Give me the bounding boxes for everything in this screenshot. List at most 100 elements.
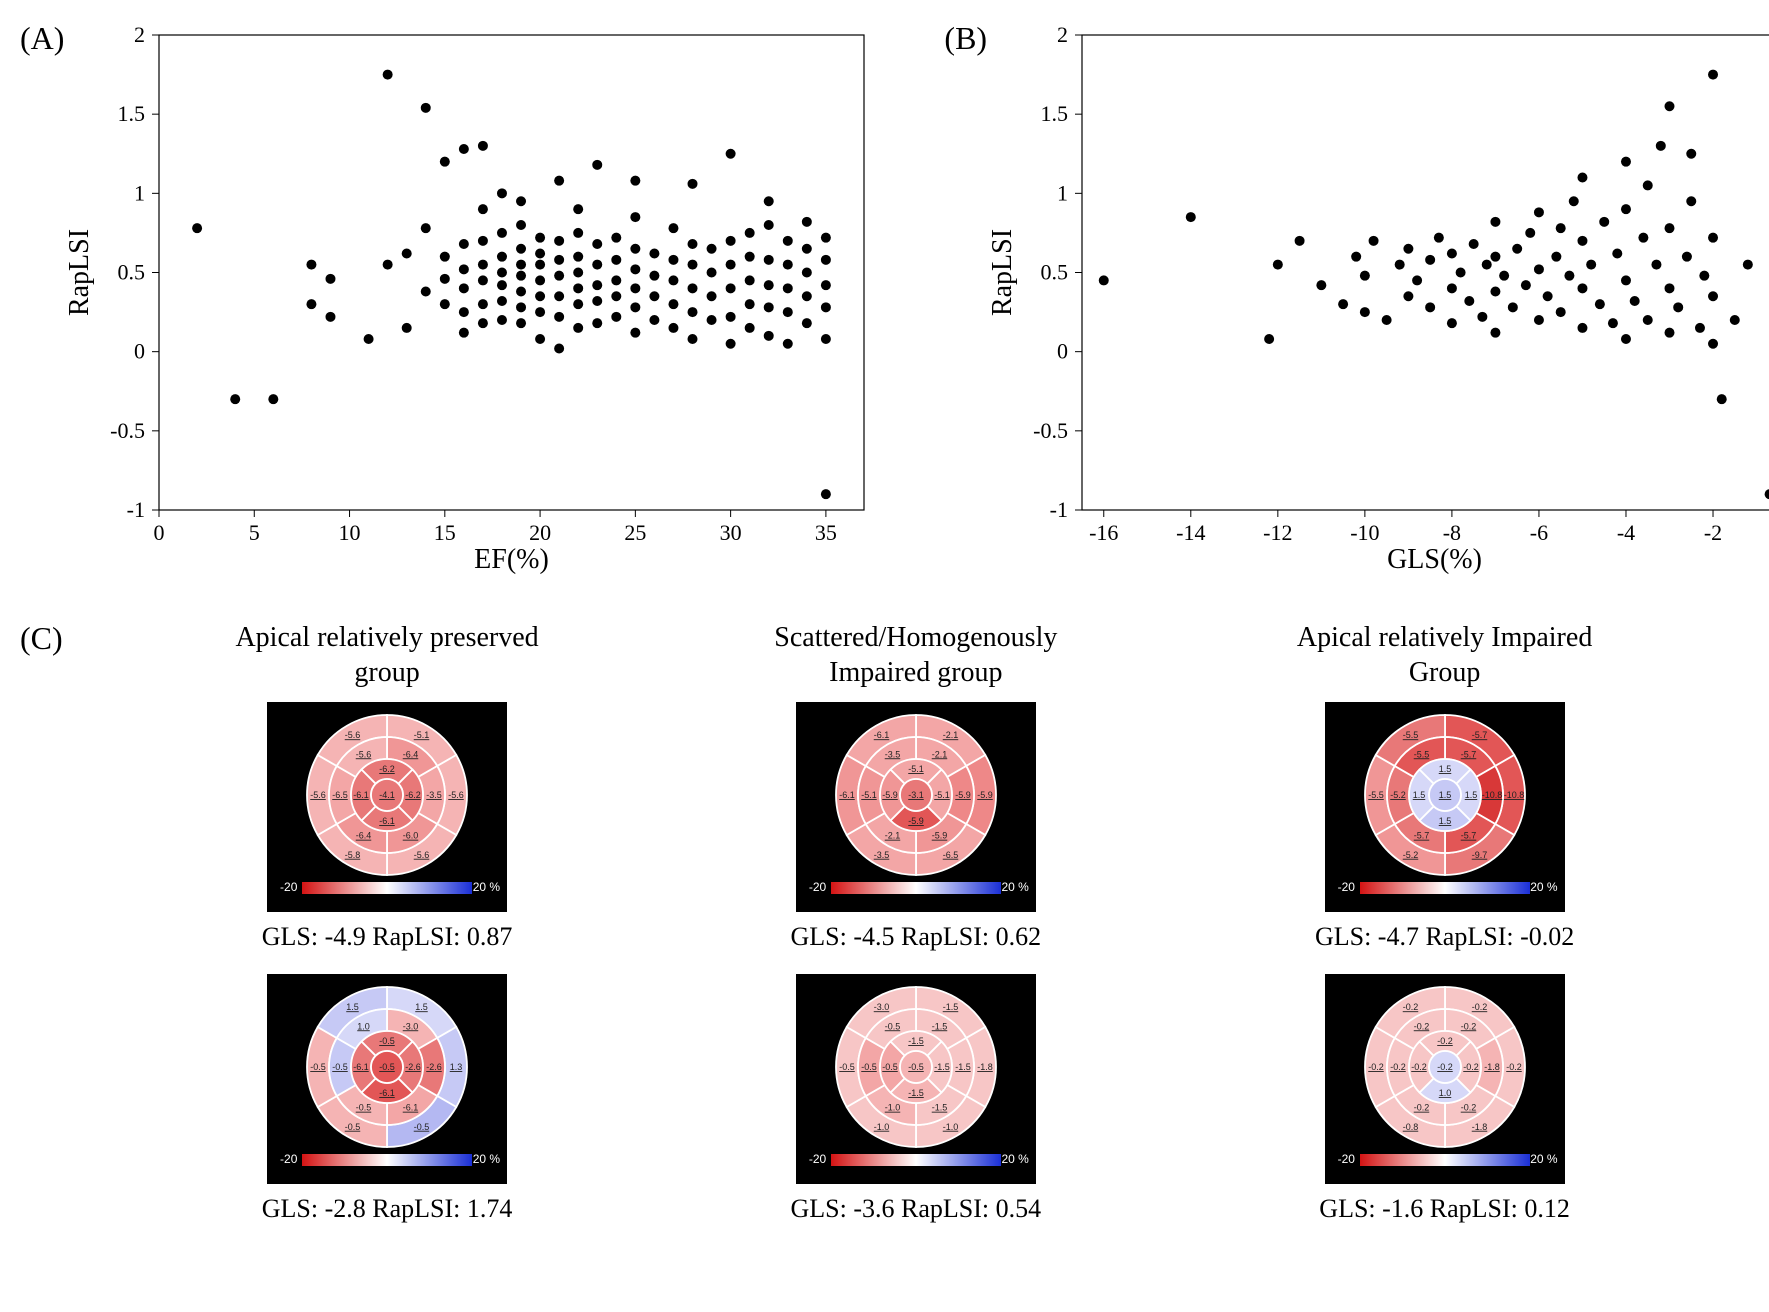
colorbar: -2020 % <box>831 1154 1001 1166</box>
svg-text:-1.5: -1.5 <box>932 1021 948 1031</box>
svg-text:35: 35 <box>815 520 837 545</box>
svg-text:0: 0 <box>1057 339 1068 364</box>
svg-text:-5.9: -5.9 <box>955 790 971 800</box>
svg-text:20: 20 <box>530 520 552 545</box>
group-column-0: Apical relatively preservedgroup-5.1-5.6… <box>182 620 592 1246</box>
svg-text:-0.5: -0.5 <box>379 1036 395 1046</box>
svg-text:-5.6: -5.6 <box>345 730 361 740</box>
svg-text:-5.6: -5.6 <box>414 850 430 860</box>
svg-text:-6.2: -6.2 <box>405 790 421 800</box>
svg-text:1: 1 <box>1057 180 1068 205</box>
bullseye-caption: GLS: -3.6 RapLSI: 0.54 <box>791 1194 1042 1224</box>
svg-text:1.3: 1.3 <box>450 1062 463 1072</box>
svg-text:-3.5: -3.5 <box>426 790 442 800</box>
bullseye-plot: -1.5-1.8-1.0-1.0-0.5-3.0-1.5-1.5-1.5-1.0… <box>796 974 1036 1184</box>
svg-text:0.5: 0.5 <box>1041 260 1069 285</box>
svg-text:-0.5: -0.5 <box>332 1062 348 1072</box>
svg-text:-3.0: -3.0 <box>874 1002 890 1012</box>
svg-text:-1.5: -1.5 <box>943 1002 959 1012</box>
svg-text:-5.6: -5.6 <box>356 749 372 759</box>
svg-text:-6.1: -6.1 <box>839 790 855 800</box>
colorbar: -2020 % <box>302 882 472 894</box>
svg-text:25: 25 <box>625 520 647 545</box>
svg-text:-1.5: -1.5 <box>908 1036 924 1046</box>
svg-text:1.5: 1.5 <box>1041 101 1069 126</box>
svg-text:10: 10 <box>339 520 361 545</box>
group-title: Apical relatively preservedgroup <box>235 620 538 690</box>
svg-text:-0.2: -0.2 <box>1413 1021 1429 1031</box>
bullseye-plot: -2.1-5.9-6.5-3.5-6.1-6.1-2.1-5.9-5.9-2.1… <box>796 702 1036 912</box>
bullseye-caption: GLS: -1.6 RapLSI: 0.12 <box>1319 1194 1570 1224</box>
svg-text:-1: -1 <box>127 497 145 522</box>
svg-text:-5.6: -5.6 <box>448 790 464 800</box>
svg-text:-6.0: -6.0 <box>403 831 419 841</box>
svg-text:-6.4: -6.4 <box>356 831 372 841</box>
svg-text:-5.9: -5.9 <box>908 816 924 826</box>
svg-text:-1.5: -1.5 <box>908 1088 924 1098</box>
svg-text:-10.8: -10.8 <box>1503 790 1524 800</box>
svg-text:-1.0: -1.0 <box>943 1122 959 1132</box>
bullseye-caption: GLS: -4.9 RapLSI: 0.87 <box>262 922 513 952</box>
svg-text:-0.5: -0.5 <box>379 1062 395 1072</box>
svg-text:1.0: 1.0 <box>357 1021 370 1031</box>
panel-a-label: (A) <box>20 20 64 57</box>
colorbar: -2020 % <box>1360 1154 1530 1166</box>
svg-text:-5.5: -5.5 <box>1413 749 1429 759</box>
svg-text:-0.5: -0.5 <box>908 1062 924 1072</box>
group-title: Apical relatively ImpairedGroup <box>1297 620 1592 690</box>
svg-text:1.5: 1.5 <box>118 101 146 126</box>
svg-text:-6.1: -6.1 <box>379 816 395 826</box>
svg-text:-0.5: -0.5 <box>885 1021 901 1031</box>
svg-text:-5.1: -5.1 <box>908 764 924 774</box>
colorbar: -2020 % <box>1360 882 1530 894</box>
svg-text:1.5: 1.5 <box>1464 790 1477 800</box>
svg-text:-5.5: -5.5 <box>1368 790 1384 800</box>
svg-text:-0.5: -0.5 <box>345 1122 361 1132</box>
panel-c-label: (C) <box>20 620 63 657</box>
svg-text:0: 0 <box>154 520 165 545</box>
svg-text:-14: -14 <box>1176 520 1205 545</box>
bullseye-caption: GLS: -4.7 RapLSI: -0.02 <box>1315 922 1574 952</box>
svg-text:-0.5: -0.5 <box>861 1062 877 1072</box>
scatter-b: -16-14-12-10-8-6-4-2-1-0.500.511.52RapLS… <box>987 20 1769 580</box>
svg-text:-0.2: -0.2 <box>1506 1062 1522 1072</box>
bullseye-plot: -5.7-10.8-9.7-5.2-5.5-5.5-5.7-10.8-5.7-5… <box>1325 702 1565 912</box>
svg-text:-1.5: -1.5 <box>932 1103 948 1113</box>
svg-text:-0.2: -0.2 <box>1437 1062 1453 1072</box>
svg-text:-5.2: -5.2 <box>1402 850 1418 860</box>
bullseye-plot: -5.1-5.6-5.6-5.8-5.6-5.6-6.4-3.5-6.0-6.4… <box>267 702 507 912</box>
svg-text:1.5: 1.5 <box>1438 790 1451 800</box>
svg-text:-6.1: -6.1 <box>403 1103 419 1113</box>
groups-row: Apical relatively preservedgroup -5.1 -5.6… <box>83 620 1749 1246</box>
svg-text:-10: -10 <box>1350 520 1379 545</box>
svg-text:-0.5: -0.5 <box>1033 418 1068 443</box>
panel-b-label: (B) <box>944 20 987 57</box>
bullseye-caption: GLS: -2.8 RapLSI: 1.74 <box>262 1194 513 1224</box>
svg-text:-6.2: -6.2 <box>379 764 395 774</box>
svg-text:-1.8: -1.8 <box>1471 1122 1487 1132</box>
svg-text:-8: -8 <box>1443 520 1461 545</box>
svg-text:-0.2: -0.2 <box>1471 1002 1487 1012</box>
svg-text:-2.6: -2.6 <box>426 1062 442 1072</box>
svg-text:-0.5: -0.5 <box>414 1122 430 1132</box>
svg-text:-4: -4 <box>1617 520 1635 545</box>
group-column-1: Scattered/HomogenouslyImpaired group-2.1… <box>711 620 1121 1246</box>
svg-text:-2.6: -2.6 <box>405 1062 421 1072</box>
svg-text:-0.2: -0.2 <box>1368 1062 1384 1072</box>
svg-text:-5.7: -5.7 <box>1413 831 1429 841</box>
figure-root: (A) 05101520253035-1-0.500.511.52RapLSIE… <box>20 20 1749 1246</box>
svg-text:-2.1: -2.1 <box>932 749 948 759</box>
svg-text:-0.2: -0.2 <box>1460 1021 1476 1031</box>
svg-text:-1.0: -1.0 <box>874 1122 890 1132</box>
svg-text:-5.1: -5.1 <box>861 790 877 800</box>
svg-text:1: 1 <box>134 180 145 205</box>
svg-text:-0.2: -0.2 <box>1437 1036 1453 1046</box>
svg-text:-6.1: -6.1 <box>353 790 369 800</box>
svg-text:-16: -16 <box>1089 520 1118 545</box>
svg-text:-1.8: -1.8 <box>977 1062 993 1072</box>
svg-text:-6.1: -6.1 <box>379 1088 395 1098</box>
svg-text:-5.9: -5.9 <box>977 790 993 800</box>
svg-text:-1.5: -1.5 <box>934 1062 950 1072</box>
svg-text:15: 15 <box>434 520 456 545</box>
svg-text:-0.2: -0.2 <box>1460 1103 1476 1113</box>
